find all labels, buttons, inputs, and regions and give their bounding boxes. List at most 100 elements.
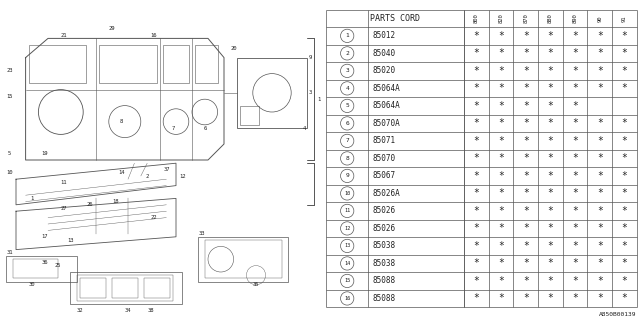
Text: *: * <box>621 276 627 286</box>
Text: 16: 16 <box>344 296 350 301</box>
Text: 12: 12 <box>179 173 186 179</box>
Text: *: * <box>597 259 603 268</box>
Text: *: * <box>523 66 529 76</box>
Text: 85067: 85067 <box>372 172 396 180</box>
Text: *: * <box>547 276 554 286</box>
Text: 85026: 85026 <box>372 206 396 215</box>
Text: *: * <box>597 241 603 251</box>
Text: *: * <box>523 223 529 233</box>
Text: 85070A: 85070A <box>372 119 401 128</box>
Text: *: * <box>572 206 578 216</box>
Text: *: * <box>572 259 578 268</box>
Text: 85071: 85071 <box>372 136 396 145</box>
Text: 30: 30 <box>29 282 35 287</box>
Text: *: * <box>547 171 554 181</box>
Text: *: * <box>597 153 603 164</box>
Text: 19: 19 <box>42 151 48 156</box>
Text: 9: 9 <box>346 173 349 179</box>
Text: 34: 34 <box>125 308 131 313</box>
Text: 11: 11 <box>61 180 67 185</box>
Text: 32: 32 <box>77 308 83 313</box>
Text: 4: 4 <box>302 125 306 131</box>
Text: *: * <box>523 118 529 128</box>
Text: 90: 90 <box>597 15 602 22</box>
Text: 8: 8 <box>120 119 124 124</box>
Text: *: * <box>572 241 578 251</box>
Text: PARTS CORD: PARTS CORD <box>370 14 420 23</box>
Text: 2: 2 <box>145 173 149 179</box>
Text: *: * <box>621 188 627 198</box>
Bar <box>195 45 218 83</box>
Bar <box>205 240 282 278</box>
Text: *: * <box>523 241 529 251</box>
Text: 16: 16 <box>150 33 157 38</box>
Text: 15: 15 <box>6 93 13 99</box>
Text: 85064A: 85064A <box>372 84 401 93</box>
Text: *: * <box>621 48 627 58</box>
Bar <box>240 106 259 125</box>
Text: *: * <box>621 66 627 76</box>
Text: *: * <box>572 84 578 93</box>
Text: *: * <box>498 153 504 164</box>
Bar <box>99 45 157 83</box>
Text: *: * <box>547 84 554 93</box>
Text: 4: 4 <box>346 86 349 91</box>
Text: 36: 36 <box>42 260 48 265</box>
Text: *: * <box>621 153 627 164</box>
Text: 33: 33 <box>198 231 205 236</box>
Text: *: * <box>474 153 479 164</box>
Text: *: * <box>597 31 603 41</box>
Text: 890: 890 <box>573 13 577 23</box>
Text: 29: 29 <box>109 26 115 31</box>
Text: *: * <box>547 241 554 251</box>
Text: *: * <box>523 153 529 164</box>
Text: 11: 11 <box>344 208 350 213</box>
Text: *: * <box>572 153 578 164</box>
Text: 3: 3 <box>308 90 312 95</box>
Text: 22: 22 <box>150 215 157 220</box>
Text: *: * <box>498 241 504 251</box>
Text: *: * <box>547 206 554 216</box>
Text: *: * <box>498 118 504 128</box>
Text: 1: 1 <box>30 196 34 201</box>
Text: 38: 38 <box>147 308 154 313</box>
Text: *: * <box>597 48 603 58</box>
Text: 15: 15 <box>344 278 350 284</box>
Text: *: * <box>523 293 529 303</box>
Text: *: * <box>572 118 578 128</box>
Text: *: * <box>597 293 603 303</box>
Text: 85038: 85038 <box>372 259 396 268</box>
Text: *: * <box>572 223 578 233</box>
Text: *: * <box>597 188 603 198</box>
Text: *: * <box>621 31 627 41</box>
Text: 23: 23 <box>6 68 13 73</box>
Text: *: * <box>547 223 554 233</box>
Text: *: * <box>547 66 554 76</box>
Text: 3: 3 <box>346 68 349 73</box>
Text: 85038: 85038 <box>372 241 396 251</box>
Text: *: * <box>498 171 504 181</box>
Text: *: * <box>523 276 529 286</box>
Text: *: * <box>597 223 603 233</box>
Text: *: * <box>597 171 603 181</box>
Text: *: * <box>474 259 479 268</box>
Text: *: * <box>572 276 578 286</box>
Text: *: * <box>523 48 529 58</box>
Text: 6: 6 <box>346 121 349 126</box>
Bar <box>237 58 307 128</box>
Text: 85020: 85020 <box>372 66 396 76</box>
Text: 13: 13 <box>344 244 350 248</box>
Bar <box>163 45 189 83</box>
Text: *: * <box>597 136 603 146</box>
Text: *: * <box>572 171 578 181</box>
Text: 31: 31 <box>6 250 13 255</box>
Text: 800: 800 <box>474 13 479 23</box>
Text: *: * <box>547 101 554 111</box>
Text: 85088: 85088 <box>372 294 396 303</box>
Text: 20: 20 <box>230 45 237 51</box>
Text: *: * <box>498 31 504 41</box>
Text: *: * <box>498 223 504 233</box>
Text: 8: 8 <box>346 156 349 161</box>
Text: *: * <box>547 188 554 198</box>
Text: 13: 13 <box>67 237 74 243</box>
